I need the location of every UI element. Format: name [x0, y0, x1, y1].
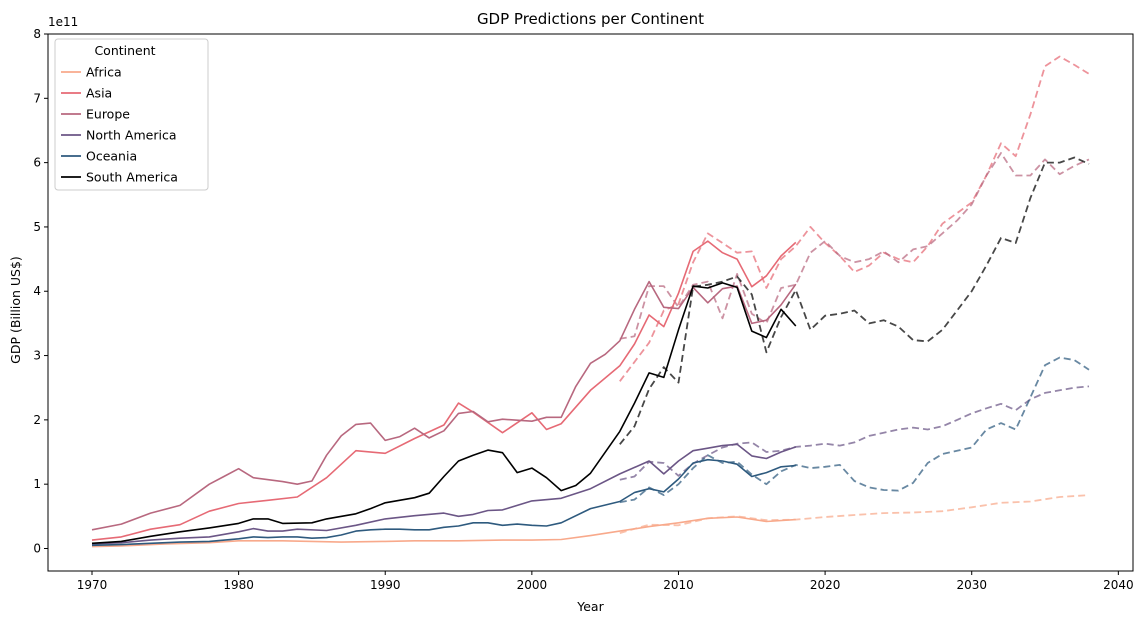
- chart-title: GDP Predictions per Continent: [477, 10, 704, 28]
- x-tick-label: 1970: [77, 578, 108, 592]
- y-tick-label: 3: [33, 349, 41, 363]
- y-tick-label: 2: [33, 413, 41, 427]
- africa-predicted-line: [619, 494, 1090, 534]
- north-america-predicted-line: [619, 385, 1090, 481]
- y-tick-label: 6: [33, 156, 41, 170]
- x-tick-label: 2000: [517, 578, 548, 592]
- x-tick-label: 2010: [663, 578, 694, 592]
- europe-predicted-line: [619, 152, 1090, 340]
- y-tick-label: 7: [33, 91, 41, 105]
- x-tick-label: 1990: [370, 578, 401, 592]
- x-tick-label: 2030: [956, 578, 987, 592]
- europe-actual-line: [91, 280, 797, 531]
- oceania-actual-line: [91, 458, 796, 547]
- legend-label-africa: Africa: [86, 65, 122, 80]
- y-tick-label: 4: [33, 284, 41, 298]
- legend-label-europe: Europe: [86, 107, 130, 122]
- oceania-predicted-line: [619, 356, 1090, 504]
- legend: Continent Africa Asia Europe North America O…: [54, 38, 209, 191]
- x-axis-label: Year: [576, 599, 604, 614]
- y-offset-text: 1e11: [48, 15, 78, 29]
- asia-predicted-line: [619, 55, 1090, 382]
- africa-actual-line: [91, 516, 796, 548]
- series-lines: [91, 55, 1090, 548]
- legend-label-oceania: Oceania: [86, 149, 137, 164]
- x-tick-label: 1980: [223, 578, 254, 592]
- legend-label-north-america: North America: [86, 128, 177, 143]
- y-tick-label: 5: [33, 220, 41, 234]
- y-tick-label: 1: [33, 477, 41, 491]
- south-america-actual-line: [91, 282, 797, 545]
- y-tick-label: 0: [33, 541, 41, 555]
- x-tick-label: 2040: [1103, 578, 1134, 592]
- south-america-predicted-line: [619, 156, 1090, 445]
- legend-title: Continent: [94, 43, 155, 58]
- y-tick-label: 8: [33, 27, 41, 41]
- x-tick-label: 2020: [810, 578, 841, 592]
- legend-box: [54, 38, 209, 191]
- plot-frame: [47, 33, 1134, 572]
- north-america-actual-line: [91, 443, 797, 545]
- legend-label-south-america: South America: [86, 170, 178, 185]
- legend-label-asia: Asia: [86, 86, 112, 101]
- y-axis-label: GDP (Billion US$): [8, 256, 23, 364]
- axis-ticks: 1970 1980 1990 2000 2010 2020 2030 2040 0 1 2 3 4 5 6 7…: [33, 27, 1133, 592]
- asia-actual-line: [91, 240, 797, 541]
